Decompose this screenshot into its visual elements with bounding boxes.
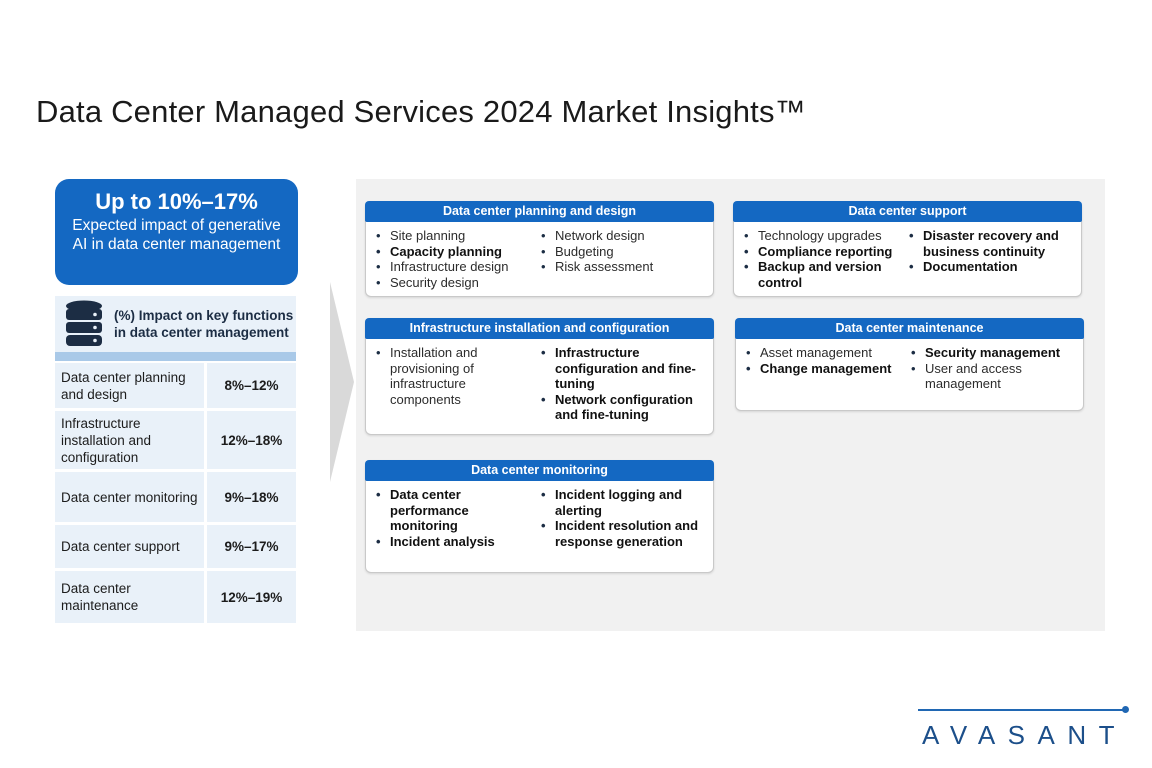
- card-title: Data center support: [733, 201, 1082, 222]
- divider: [55, 352, 296, 361]
- logo-underline: [918, 709, 1124, 711]
- list-item: User and access management: [909, 361, 1079, 392]
- impact-value: 8%–12%: [207, 363, 296, 408]
- impact-table-header: (%) Impact on key functions in data cent…: [55, 296, 296, 352]
- database-icon: [66, 300, 102, 346]
- card-column-right: Disaster recovery and business continuit…: [907, 228, 1077, 275]
- table-row: Data center maintenance 12%–19%: [55, 571, 296, 623]
- card-column-right: Infrastructure configuration and fine-tu…: [539, 345, 709, 423]
- logo-dot: [1122, 706, 1129, 713]
- card-title: Infrastructure installation and configur…: [365, 318, 714, 339]
- list-item: Security management: [909, 345, 1079, 361]
- chevron-right-arrow: [330, 282, 354, 482]
- card-column-right: Incident logging and alerting Incident r…: [539, 487, 709, 549]
- list-item: Capacity planning: [374, 244, 534, 260]
- list-item: Incident resolution and response generat…: [539, 518, 709, 549]
- list-item: Network configuration and fine-tuning: [539, 392, 709, 423]
- list-item: Data center performance monitoring: [374, 487, 514, 534]
- function-name: Data center planning and design: [55, 363, 204, 408]
- card-column-left: Technology upgrades Compliance reporting…: [742, 228, 907, 290]
- function-card-installation-configuration: Infrastructure installation and configur…: [365, 318, 714, 435]
- card-column-left: Installation and provisioning of infrast…: [374, 345, 502, 407]
- list-item: Security design: [374, 275, 534, 291]
- list-item: Site planning: [374, 228, 534, 244]
- list-item: Infrastructure configuration and fine-tu…: [539, 345, 709, 392]
- list-item: Disaster recovery and business continuit…: [907, 228, 1077, 259]
- avasant-logo: AVASANT: [922, 720, 1128, 750]
- card-title: Data center maintenance: [735, 318, 1084, 339]
- page-title: Data Center Managed Services 2024 Market…: [36, 94, 806, 129]
- function-card-planning-design: Data center planning and design Site pla…: [365, 201, 714, 297]
- list-item: Documentation: [907, 259, 1077, 275]
- highlight-value: Up to 10%–17%: [95, 189, 258, 214]
- function-name: Data center maintenance: [55, 571, 204, 623]
- key-functions-panel: Data center planning and design Site pla…: [356, 179, 1105, 631]
- impact-value: 9%–17%: [207, 525, 296, 568]
- function-card-maintenance: Data center maintenance Asset management…: [735, 318, 1084, 411]
- card-column-left: Asset management Change management: [744, 345, 909, 376]
- card-column-left: Site planning Capacity planning Infrastr…: [374, 228, 534, 290]
- card-title: Data center monitoring: [365, 460, 714, 481]
- list-item: Network design: [539, 228, 709, 244]
- table-row: Data center monitoring 9%–18%: [55, 472, 296, 522]
- card-title: Data center planning and design: [365, 201, 714, 222]
- list-item: Asset management: [744, 345, 909, 361]
- list-item: Infrastructure design: [374, 259, 534, 275]
- list-item: Compliance reporting: [742, 244, 907, 260]
- function-name: Infrastructure installation and configur…: [55, 411, 204, 469]
- card-column-left: Data center performance monitoring Incid…: [374, 487, 514, 549]
- list-item: Installation and provisioning of infrast…: [374, 345, 502, 407]
- list-item: Technology upgrades: [742, 228, 907, 244]
- function-name: Data center support: [55, 525, 204, 568]
- table-row: Infrastructure installation and configur…: [55, 411, 296, 469]
- function-card-support: Data center support Technology upgrades …: [733, 201, 1082, 297]
- table-row: Data center planning and design 8%–12%: [55, 363, 296, 408]
- list-item: Change management: [744, 361, 909, 377]
- impact-value: 12%–19%: [207, 571, 296, 623]
- list-item: Incident logging and alerting: [539, 487, 709, 518]
- list-item: Incident analysis: [374, 534, 514, 550]
- list-item: Risk assessment: [539, 259, 709, 275]
- function-name: Data center monitoring: [55, 472, 204, 522]
- list-item: Budgeting: [539, 244, 709, 260]
- impact-value: 12%–18%: [207, 411, 296, 469]
- impact-table-title: (%) Impact on key functions in data cent…: [114, 308, 294, 340]
- card-column-right: Security management User and access mana…: [909, 345, 1079, 392]
- impact-value: 9%–18%: [207, 472, 296, 522]
- highlight-caption: Expected impact of generative AI in data…: [72, 217, 281, 253]
- list-item: Backup and version control: [742, 259, 907, 290]
- genai-impact-highlight: Up to 10%–17% Expected impact of generat…: [55, 179, 298, 285]
- impact-table: Data center planning and design 8%–12% I…: [55, 363, 296, 626]
- function-card-monitoring: Data center monitoring Data center perfo…: [365, 460, 714, 573]
- table-row: Data center support 9%–17%: [55, 525, 296, 568]
- card-column-right: Network design Budgeting Risk assessment: [539, 228, 709, 275]
